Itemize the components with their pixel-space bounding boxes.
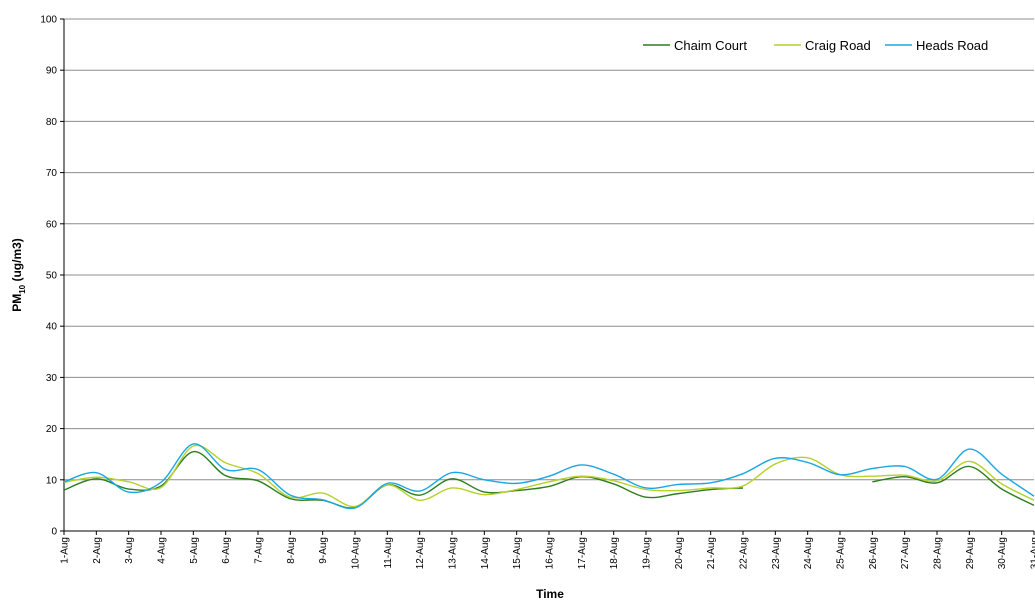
series-craig-road	[63, 444, 1035, 508]
legend-label: Heads Road	[916, 38, 988, 53]
x-tick-label: 11-Aug	[383, 537, 394, 569]
x-tick-label: 31-Aug	[1030, 537, 1035, 569]
legend-label: Chaim Court	[674, 38, 747, 53]
series-line-heads-road	[63, 443, 1035, 510]
x-tick-label: 22-Aug	[739, 537, 750, 569]
x-tick-label: 14-Aug	[480, 537, 491, 569]
x-tick-label: 18-Aug	[609, 537, 620, 569]
x-axis-title: Time	[536, 587, 564, 601]
legend-item-craig-road: Craig Road	[774, 38, 871, 53]
y-tick-label: 50	[46, 271, 58, 282]
x-tick-label: 1-Aug	[60, 537, 71, 564]
x-tick-label: 8-Aug	[286, 537, 297, 564]
x-tick-label: 27-Aug	[900, 537, 911, 569]
y-tick-label: 0	[51, 527, 57, 538]
x-tick-label: 16-Aug	[545, 537, 556, 569]
x-tick-label: 20-Aug	[674, 537, 685, 569]
x-tick-label: 29-Aug	[965, 537, 976, 569]
y-tick-label: 60	[46, 219, 58, 230]
x-tick-label: 7-Aug	[254, 537, 265, 564]
y-tick-label: 100	[40, 15, 57, 26]
legend-item-heads-road: Heads Road	[885, 38, 988, 53]
legend: Chaim Court Craig Road Heads Road	[643, 38, 988, 53]
x-tick-label: 4-Aug	[157, 537, 168, 564]
x-tick-label: 26-Aug	[868, 537, 879, 569]
x-tick-label: 15-Aug	[512, 537, 523, 569]
x-tick-label: 30-Aug	[997, 537, 1008, 569]
x-tick-label: 9-Aug	[318, 537, 329, 564]
x-tick-label: 24-Aug	[803, 537, 814, 569]
y-tick-label: 20	[46, 424, 58, 435]
x-tick-label: 13-Aug	[448, 537, 459, 569]
x-tick-label: 10-Aug	[351, 537, 362, 569]
x-tick-label: 17-Aug	[577, 537, 588, 569]
x-tick-label: 12-Aug	[415, 537, 426, 569]
y-tick-label: 10	[46, 475, 58, 486]
series-heads-road	[63, 443, 1035, 510]
x-tick-label: 28-Aug	[933, 537, 944, 569]
x-tick-label: 21-Aug	[706, 537, 717, 569]
series-line-craig-road	[63, 444, 1035, 508]
x-tick-label: 25-Aug	[836, 537, 847, 569]
legend-item-chaim-court: Chaim Court	[643, 38, 747, 53]
y-axis-ticks: 0 10 20 30 40 50 60 70 80 90 100	[40, 15, 64, 538]
x-tick-label: 5-Aug	[189, 537, 200, 564]
x-axis-ticks: 1-Aug 2-Aug 3-Aug 4-Aug 5-Aug 6-Aug 7-Aug 8-Aug…	[60, 531, 1035, 569]
x-tick-label: 2-Aug	[92, 537, 103, 564]
y-axis-title: PM10 (ug/m3)	[10, 238, 27, 312]
y-tick-label: 40	[46, 322, 58, 333]
x-tick-label: 6-Aug	[221, 537, 232, 564]
x-tick-label: 3-Aug	[124, 537, 135, 564]
y-tick-label: 90	[46, 66, 58, 77]
y-tick-label: 80	[46, 117, 58, 128]
y-tick-label: 30	[46, 373, 58, 384]
x-tick-label: 19-Aug	[642, 537, 653, 569]
x-tick-label: 23-Aug	[771, 537, 782, 569]
series-line-chaim-court	[872, 465, 1035, 507]
gridlines	[64, 18, 1034, 481]
legend-label: Craig Road	[805, 38, 871, 53]
series-lines	[63, 443, 1035, 510]
y-tick-label: 70	[46, 168, 58, 179]
